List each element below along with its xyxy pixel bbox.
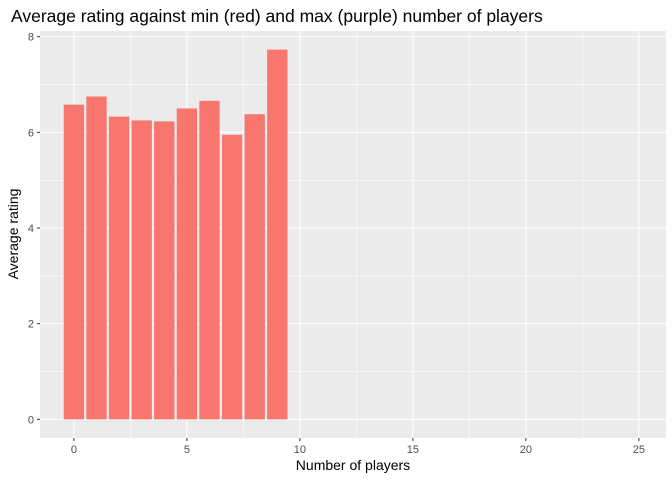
x-tick-label: 0 <box>71 444 77 456</box>
y-axis-ticks: 0 2 4 6 8 <box>28 32 40 426</box>
x-tick-label: 25 <box>633 444 645 456</box>
x-tick-label: 5 <box>184 444 190 456</box>
y-axis-title: Average rating <box>5 189 21 280</box>
bar <box>86 96 107 420</box>
y-tick-label: 0 <box>28 414 34 426</box>
x-tick-label: 15 <box>407 444 419 456</box>
bar <box>176 108 198 420</box>
y-tick-label: 4 <box>28 223 34 235</box>
bar <box>131 120 152 420</box>
bar <box>199 100 220 420</box>
bar <box>244 114 265 420</box>
bar <box>108 116 130 420</box>
bar <box>63 104 85 420</box>
bar <box>267 49 288 420</box>
y-tick-label: 6 <box>28 127 34 139</box>
x-tick-label: 10 <box>294 444 306 456</box>
chart-title: Average rating against min (red) and max… <box>11 6 543 26</box>
bar <box>221 134 243 420</box>
bars <box>63 49 288 420</box>
y-tick-label: 2 <box>28 319 34 331</box>
bar <box>154 121 175 420</box>
y-tick-label: 8 <box>28 32 34 44</box>
x-axis-title: Number of players <box>296 457 410 473</box>
x-tick-label: 20 <box>520 444 532 456</box>
x-axis-ticks: 0 5 10 15 20 25 <box>71 438 645 456</box>
